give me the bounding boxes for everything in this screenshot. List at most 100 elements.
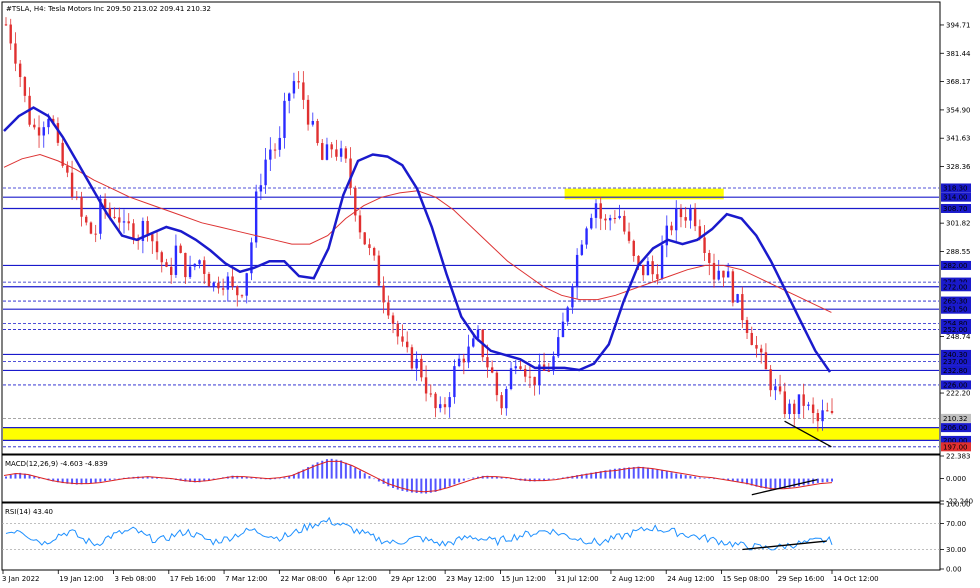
macd-histogram-bar (684, 475, 687, 479)
candle-body (240, 295, 244, 297)
macd-histogram-bar (349, 465, 352, 479)
candle-body (618, 215, 621, 219)
macd-histogram-bar (448, 478, 451, 487)
candle-body (160, 252, 163, 263)
candle-body (500, 395, 503, 409)
macd-histogram-bar (56, 478, 59, 483)
macd-histogram-bar (533, 478, 536, 482)
macd-histogram-bar (453, 478, 456, 485)
macd-panel-frame (1, 454, 941, 503)
candle-body (250, 242, 253, 274)
macd-histogram-bar (198, 478, 201, 483)
candle-body (273, 149, 277, 151)
candle-body (47, 118, 50, 128)
candle-body (604, 218, 607, 221)
level-price-box (941, 423, 971, 433)
candle-body (486, 357, 489, 368)
macd-histogram-bar (231, 475, 234, 479)
candle-body (741, 294, 744, 321)
macd-trendline (751, 478, 818, 496)
macd-label: MACD(12,26,9) -4.603 -4.839 (5, 460, 108, 468)
macd-histogram-bar (580, 474, 583, 479)
macd-histogram-bar (590, 472, 593, 479)
macd-histogram-bar (731, 478, 734, 482)
macd-histogram-bar (543, 478, 546, 481)
rsi-trendline (742, 540, 827, 551)
candle-body (401, 336, 404, 342)
candle-body (217, 282, 220, 289)
candle-body (297, 81, 300, 83)
candle-body (797, 394, 801, 415)
candle-body (755, 344, 758, 349)
candle-body (632, 240, 635, 256)
macd-histogram-bar (816, 478, 819, 483)
candle-body (339, 148, 343, 157)
candle-body (476, 329, 480, 339)
macd-histogram-bar (661, 470, 664, 479)
price-axis-label: 394.71 (946, 21, 971, 29)
macd-histogram-bar (420, 478, 423, 494)
macd-histogram-bar (146, 476, 149, 479)
level-price-label: 197.00 (943, 443, 968, 451)
level-price-box (941, 356, 971, 366)
time-axis-label: 29 Apr 12:00 (391, 575, 437, 583)
candle-body (108, 208, 112, 217)
candle-body (830, 410, 834, 413)
time-axis-label: 3 Feb 08:00 (115, 575, 156, 583)
macd-histogram-bar (335, 459, 338, 479)
macd-histogram-bar (85, 478, 88, 484)
macd-histogram-bar (613, 468, 616, 479)
level-price-label: 240.30 (943, 351, 968, 359)
time-axis-label: 15 Sep 08:00 (722, 575, 769, 583)
candle-body (613, 217, 617, 219)
candle-body (94, 233, 97, 235)
candle-body (188, 266, 192, 278)
macd-histogram-bar (401, 478, 404, 491)
level-price-label: 252.00 (943, 326, 968, 334)
macd-histogram-bar (552, 478, 555, 480)
macd-histogram-bar (679, 474, 682, 479)
macd-histogram-bar (392, 478, 395, 488)
macd-histogram-bar (713, 478, 715, 480)
candle-body (288, 93, 291, 101)
candle-body (793, 403, 796, 415)
candle-body (651, 261, 654, 275)
candle-body (236, 286, 239, 296)
candle-body (524, 368, 527, 377)
level-price-box (941, 318, 971, 328)
candle-body (571, 286, 574, 308)
price-axis-label: 381.44 (946, 50, 971, 58)
time-axis-label: 24 Aug 12:00 (667, 575, 714, 583)
macd-histogram-bar (212, 478, 215, 480)
time-axis-label: 3 Jan 2022 (2, 575, 40, 583)
candle-body (259, 185, 263, 192)
price-candles (4, 17, 834, 432)
candle-body (698, 226, 702, 238)
candle-body (212, 282, 215, 287)
macd-histogram-bar (467, 478, 470, 480)
level-price-box (941, 277, 971, 287)
macd-histogram-bar (75, 478, 78, 485)
macd-histogram-bar (443, 478, 446, 489)
macd-histogram-bar (670, 472, 673, 479)
macd-histogram-bar (491, 476, 494, 479)
macd-histogram-bar (259, 478, 262, 480)
macd-histogram-bar (52, 478, 55, 482)
macd-histogram-bar (760, 478, 763, 488)
candle-body (561, 321, 565, 338)
candle-body (302, 82, 305, 100)
macd-histogram-bar (61, 478, 64, 484)
candle-body (434, 393, 437, 409)
macd-histogram-bar (538, 478, 541, 482)
macd-histogram-bar (793, 478, 796, 487)
macd-histogram-bar (241, 476, 243, 479)
macd-histogram-bar (108, 478, 111, 481)
macd-histogram-bar (250, 477, 253, 479)
macd-histogram-bar (779, 478, 782, 489)
candle-body (165, 262, 168, 267)
price-axis-label: 301.82 (946, 220, 971, 228)
macd-histogram-bar (462, 478, 465, 481)
macd-axis-label: 22.383 (946, 453, 971, 461)
macd-histogram-bar (316, 462, 319, 479)
